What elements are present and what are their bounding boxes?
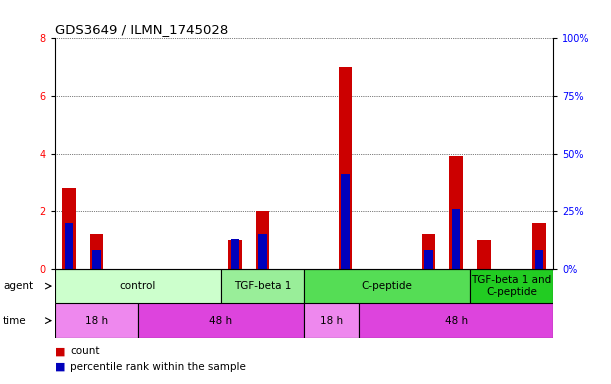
- Bar: [342, 174, 349, 269]
- Bar: [65, 223, 73, 269]
- Bar: [535, 250, 543, 269]
- Text: agent: agent: [3, 281, 33, 291]
- Bar: [422, 234, 436, 269]
- Bar: [470, 269, 553, 303]
- Bar: [424, 250, 433, 269]
- Text: percentile rank within the sample: percentile rank within the sample: [70, 362, 246, 372]
- Bar: [221, 269, 304, 303]
- Text: GDS3649 / ILMN_1745028: GDS3649 / ILMN_1745028: [55, 23, 229, 36]
- Text: 18 h: 18 h: [85, 316, 108, 326]
- Bar: [304, 303, 359, 338]
- Text: TGF-beta 1: TGF-beta 1: [234, 281, 291, 291]
- Bar: [477, 240, 491, 269]
- Text: control: control: [120, 281, 156, 291]
- Bar: [55, 303, 138, 338]
- Bar: [359, 303, 553, 338]
- Bar: [92, 250, 101, 269]
- Text: C-peptide: C-peptide: [362, 281, 412, 291]
- Text: count: count: [70, 346, 100, 356]
- Text: time: time: [3, 316, 27, 326]
- Text: 18 h: 18 h: [320, 316, 343, 326]
- Bar: [231, 239, 239, 269]
- Bar: [90, 234, 103, 269]
- Bar: [449, 157, 463, 269]
- Bar: [532, 223, 546, 269]
- Bar: [338, 67, 353, 269]
- Bar: [258, 234, 266, 269]
- Bar: [304, 269, 470, 303]
- Text: 48 h: 48 h: [210, 316, 233, 326]
- Bar: [62, 188, 76, 269]
- Text: 48 h: 48 h: [445, 316, 467, 326]
- Bar: [228, 240, 242, 269]
- Bar: [55, 269, 221, 303]
- Bar: [138, 303, 304, 338]
- Bar: [255, 211, 269, 269]
- Text: ■: ■: [55, 346, 65, 356]
- Text: ■: ■: [55, 362, 65, 372]
- Bar: [452, 209, 460, 269]
- Text: TGF-beta 1 and
C-peptide: TGF-beta 1 and C-peptide: [471, 275, 552, 297]
